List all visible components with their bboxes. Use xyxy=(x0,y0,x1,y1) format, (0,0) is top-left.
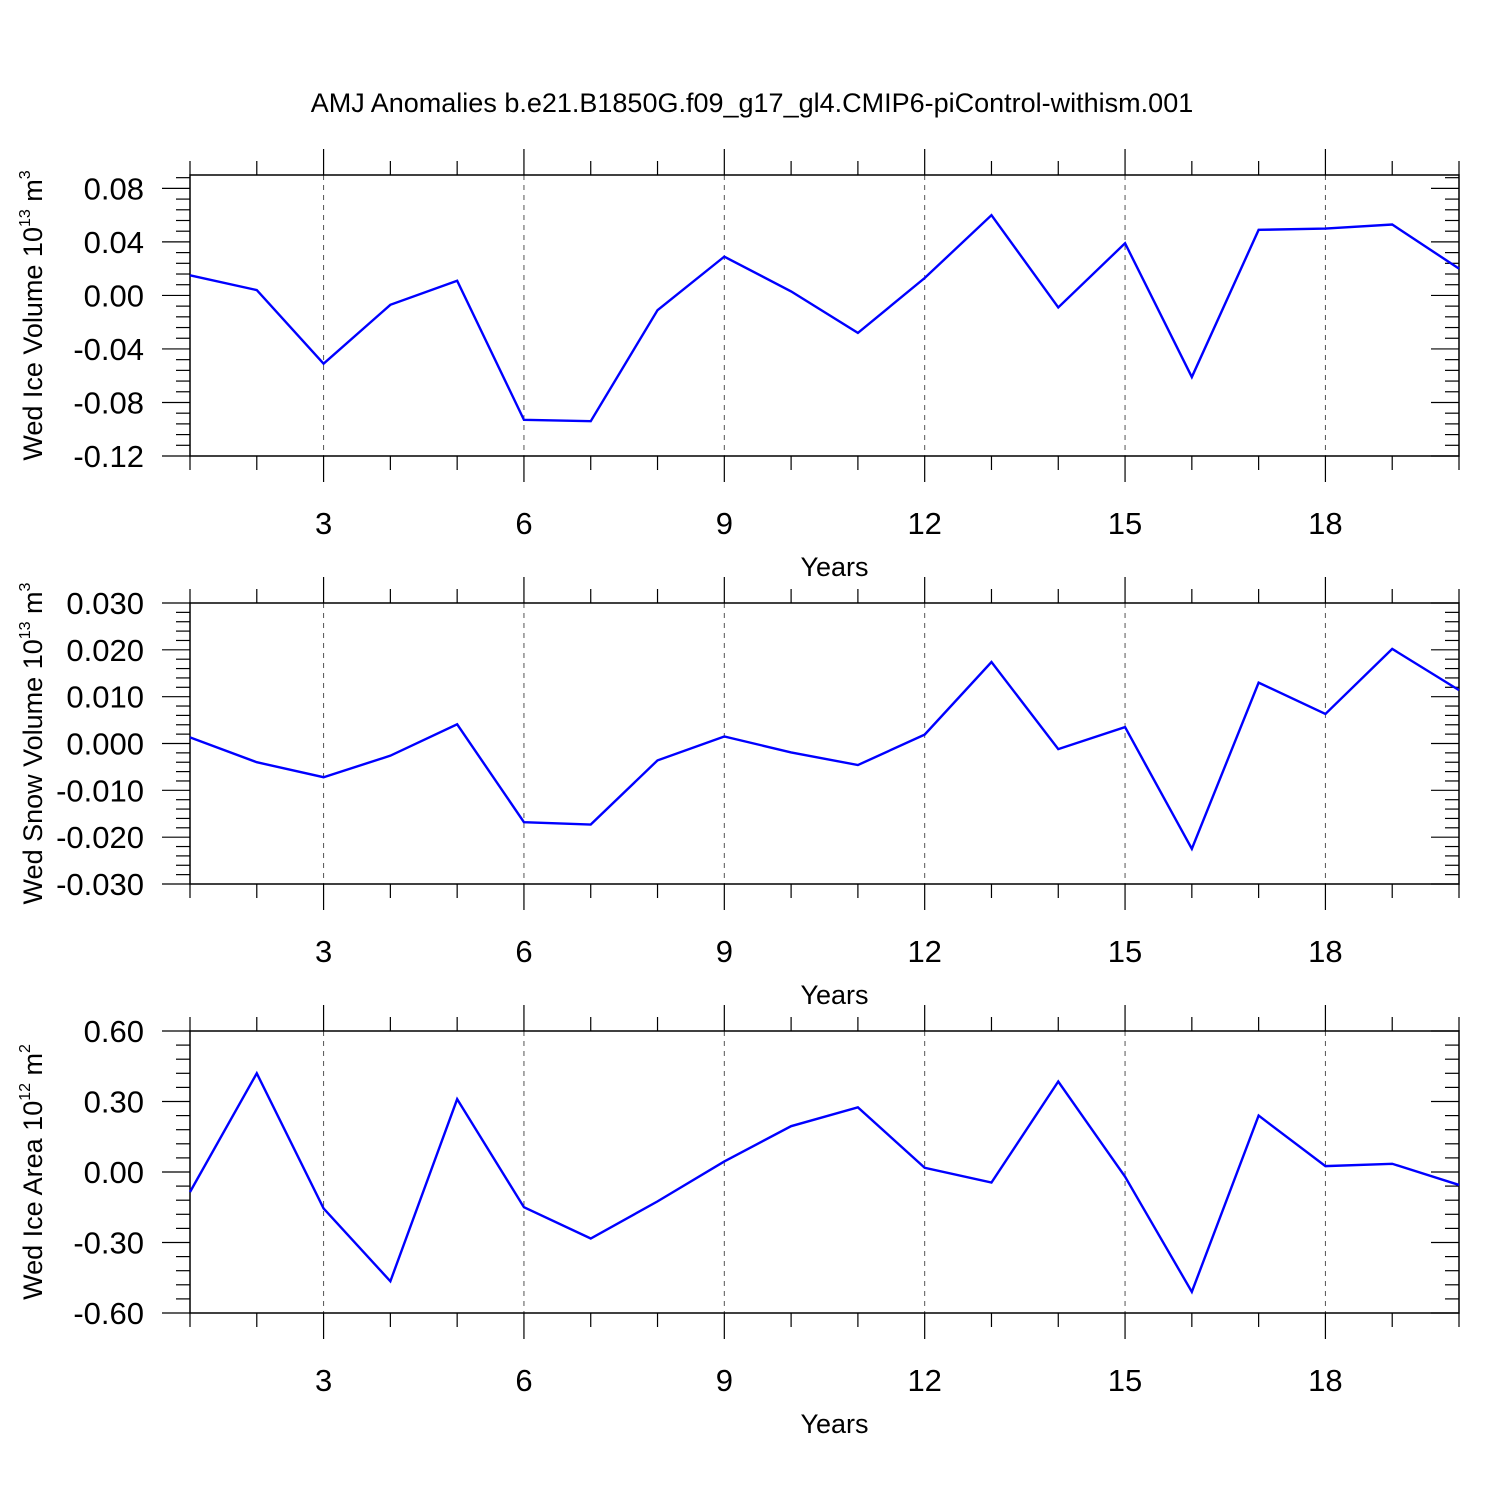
y-axis-label-part: Wed Snow Volume 10 xyxy=(18,639,48,904)
y-tick-label: 0.00 xyxy=(84,278,144,313)
y-axis-label: Wed Ice Volume 1013 m3 xyxy=(17,170,48,460)
y-tick-label: 0.04 xyxy=(84,225,144,260)
y-tick-label: 0.000 xyxy=(66,727,144,762)
chart-panel-2: 3 6 9 12 15 18 Years -0.030 -0.020 -0.010 0.000 0.0… xyxy=(17,577,1460,1010)
y-tick-label: 0.08 xyxy=(84,171,144,206)
series-line xyxy=(189,647,1460,852)
y-tick-label: 0.30 xyxy=(84,1085,144,1120)
figure-title: AMJ Anomalies b.e21.B1850G.f09_g17_gl4.C… xyxy=(311,88,1193,118)
x-tick-label: 18 xyxy=(1308,506,1342,541)
x-tick-label: 15 xyxy=(1108,1363,1142,1398)
y-tick-label: 0.60 xyxy=(84,1014,144,1049)
y-axis-label-part: m xyxy=(18,591,48,621)
y-axis-label-part: Wed Ice Area 10 xyxy=(18,1101,48,1300)
y-axis-label-superscript: 2 xyxy=(17,1044,34,1053)
y-axis-label-part: Wed Ice Volume 10 xyxy=(18,227,48,461)
y-tick-label: -0.12 xyxy=(73,439,144,474)
x-tick-label: 15 xyxy=(1108,506,1142,541)
panels: 3 6 9 12 15 18 Years -0.12 -0.08 -0.04 0.00 0.04 0.0… xyxy=(17,149,1460,1439)
x-tick-label: 9 xyxy=(716,506,733,541)
series-line xyxy=(188,1070,1460,1295)
x-tick-label: 6 xyxy=(515,506,532,541)
y-tick-label: 0.030 xyxy=(66,586,144,621)
x-tick-label: 3 xyxy=(315,506,332,541)
y-axis-label-superscript: 13 xyxy=(17,621,34,639)
y-axis-label-superscript: 12 xyxy=(17,1083,34,1101)
y-tick-label: -0.04 xyxy=(73,332,144,367)
x-tick-label: 3 xyxy=(315,934,332,969)
x-tick-label: 6 xyxy=(515,1363,532,1398)
x-tick-label: 18 xyxy=(1308,1363,1342,1398)
y-tick-label: -0.020 xyxy=(56,820,144,855)
x-tick-label: 12 xyxy=(907,506,941,541)
plot-frame xyxy=(189,602,1460,885)
y-axis-label-part: m xyxy=(18,179,48,209)
y-axis-label-superscript: 3 xyxy=(17,170,34,179)
y-tick-label: -0.30 xyxy=(73,1226,144,1261)
y-tick-label: -0.030 xyxy=(56,867,144,902)
y-tick-label: 0.010 xyxy=(66,680,144,715)
chart-panel-3: 3 6 9 12 15 18 Years -0.60 -0.30 0.00 0.30 0.60 Wed … xyxy=(17,1005,1460,1439)
y-axis-label: Wed Snow Volume 1013 m3 xyxy=(17,582,48,904)
x-axis-label: Years xyxy=(800,980,868,1010)
y-axis-label: Wed Ice Area 1012 m2 xyxy=(17,1044,48,1300)
x-axis-label: Years xyxy=(800,552,868,582)
chart-panel-1: 3 6 9 12 15 18 Years -0.12 -0.08 -0.04 0.00 0.04 0.0… xyxy=(17,149,1460,582)
x-tick-label: 9 xyxy=(716,934,733,969)
x-tick-label: 6 xyxy=(515,934,532,969)
y-tick-label: -0.010 xyxy=(56,773,144,808)
y-axis-label-superscript: 3 xyxy=(17,582,34,591)
x-tick-label: 12 xyxy=(907,1363,941,1398)
y-tick-label: -0.60 xyxy=(73,1296,144,1331)
x-tick-label: 12 xyxy=(907,934,941,969)
x-tick-label: 18 xyxy=(1308,934,1342,969)
x-tick-label: 3 xyxy=(315,1363,332,1398)
plot-frame xyxy=(189,174,1460,457)
y-tick-label: 0.020 xyxy=(66,633,144,668)
x-tick-label: 15 xyxy=(1108,934,1142,969)
series-line xyxy=(189,213,1460,423)
x-tick-label: 9 xyxy=(716,1363,733,1398)
y-axis-label-superscript: 13 xyxy=(17,209,34,227)
y-axis-label-part: m xyxy=(18,1053,48,1083)
x-axis-label: Years xyxy=(800,1409,868,1439)
y-tick-label: 0.00 xyxy=(84,1155,144,1190)
y-tick-label: -0.08 xyxy=(73,385,144,420)
